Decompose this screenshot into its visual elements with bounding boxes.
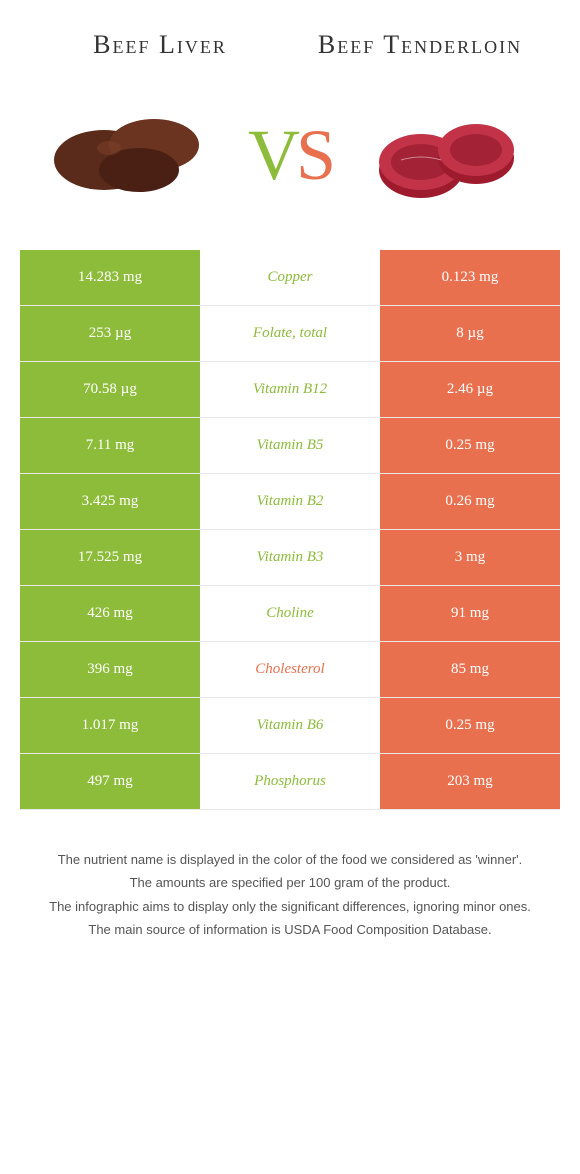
nutrient-label: Vitamin B6 [200,698,380,753]
food-image-left [30,90,238,220]
vs-letter-v: V [248,119,296,191]
hero-row: VS [0,70,580,250]
value-right: 91 mg [380,586,560,641]
footnote-line: The main source of information is USDA F… [30,920,550,940]
nutrient-label: Vitamin B2 [200,474,380,529]
nutrient-label: Phosphorus [200,754,380,809]
nutrient-label: Vitamin B3 [200,530,380,585]
footnotes: The nutrient name is displayed in the co… [30,850,550,940]
value-left: 70.58 µg [20,362,200,417]
value-right: 203 mg [380,754,560,809]
nutrient-label: Copper [200,250,380,305]
nutrient-row: 14.283 mgCopper0.123 mg [20,250,560,306]
vs-label: VS [248,119,332,191]
title-left: Beef Liver [30,30,290,60]
value-left: 3.425 mg [20,474,200,529]
value-right: 0.25 mg [380,418,560,473]
nutrient-row: 70.58 µgVitamin B122.46 µg [20,362,560,418]
value-right: 3 mg [380,530,560,585]
title-right: Beef Tenderloin [290,30,550,60]
value-left: 253 µg [20,306,200,361]
food-image-right [342,90,550,220]
value-right: 0.26 mg [380,474,560,529]
value-right: 85 mg [380,642,560,697]
value-left: 14.283 mg [20,250,200,305]
nutrient-label: Vitamin B5 [200,418,380,473]
nutrient-row: 3.425 mgVitamin B20.26 mg [20,474,560,530]
footnote-line: The infographic aims to display only the… [30,897,550,917]
nutrient-label: Choline [200,586,380,641]
footnote-line: The nutrient name is displayed in the co… [30,850,550,870]
nutrient-table: 14.283 mgCopper0.123 mg253 µgFolate, tot… [20,250,560,810]
value-right: 2.46 µg [380,362,560,417]
value-left: 497 mg [20,754,200,809]
nutrient-row: 17.525 mgVitamin B33 mg [20,530,560,586]
nutrient-row: 396 mgCholesterol85 mg [20,642,560,698]
value-right: 0.25 mg [380,698,560,753]
value-right: 0.123 mg [380,250,560,305]
titles-row: Beef Liver Beef Tenderloin [0,0,580,70]
value-left: 7.11 mg [20,418,200,473]
value-left: 1.017 mg [20,698,200,753]
nutrient-label: Vitamin B12 [200,362,380,417]
vs-letter-s: S [296,119,332,191]
nutrient-label: Folate, total [200,306,380,361]
value-left: 17.525 mg [20,530,200,585]
nutrient-row: 7.11 mgVitamin B50.25 mg [20,418,560,474]
value-right: 8 µg [380,306,560,361]
footnote-line: The amounts are specified per 100 gram o… [30,873,550,893]
nutrient-row: 253 µgFolate, total8 µg [20,306,560,362]
value-left: 396 mg [20,642,200,697]
value-left: 426 mg [20,586,200,641]
nutrient-row: 426 mgCholine91 mg [20,586,560,642]
nutrient-label: Cholesterol [200,642,380,697]
nutrient-row: 497 mgPhosphorus203 mg [20,754,560,810]
nutrient-row: 1.017 mgVitamin B60.25 mg [20,698,560,754]
